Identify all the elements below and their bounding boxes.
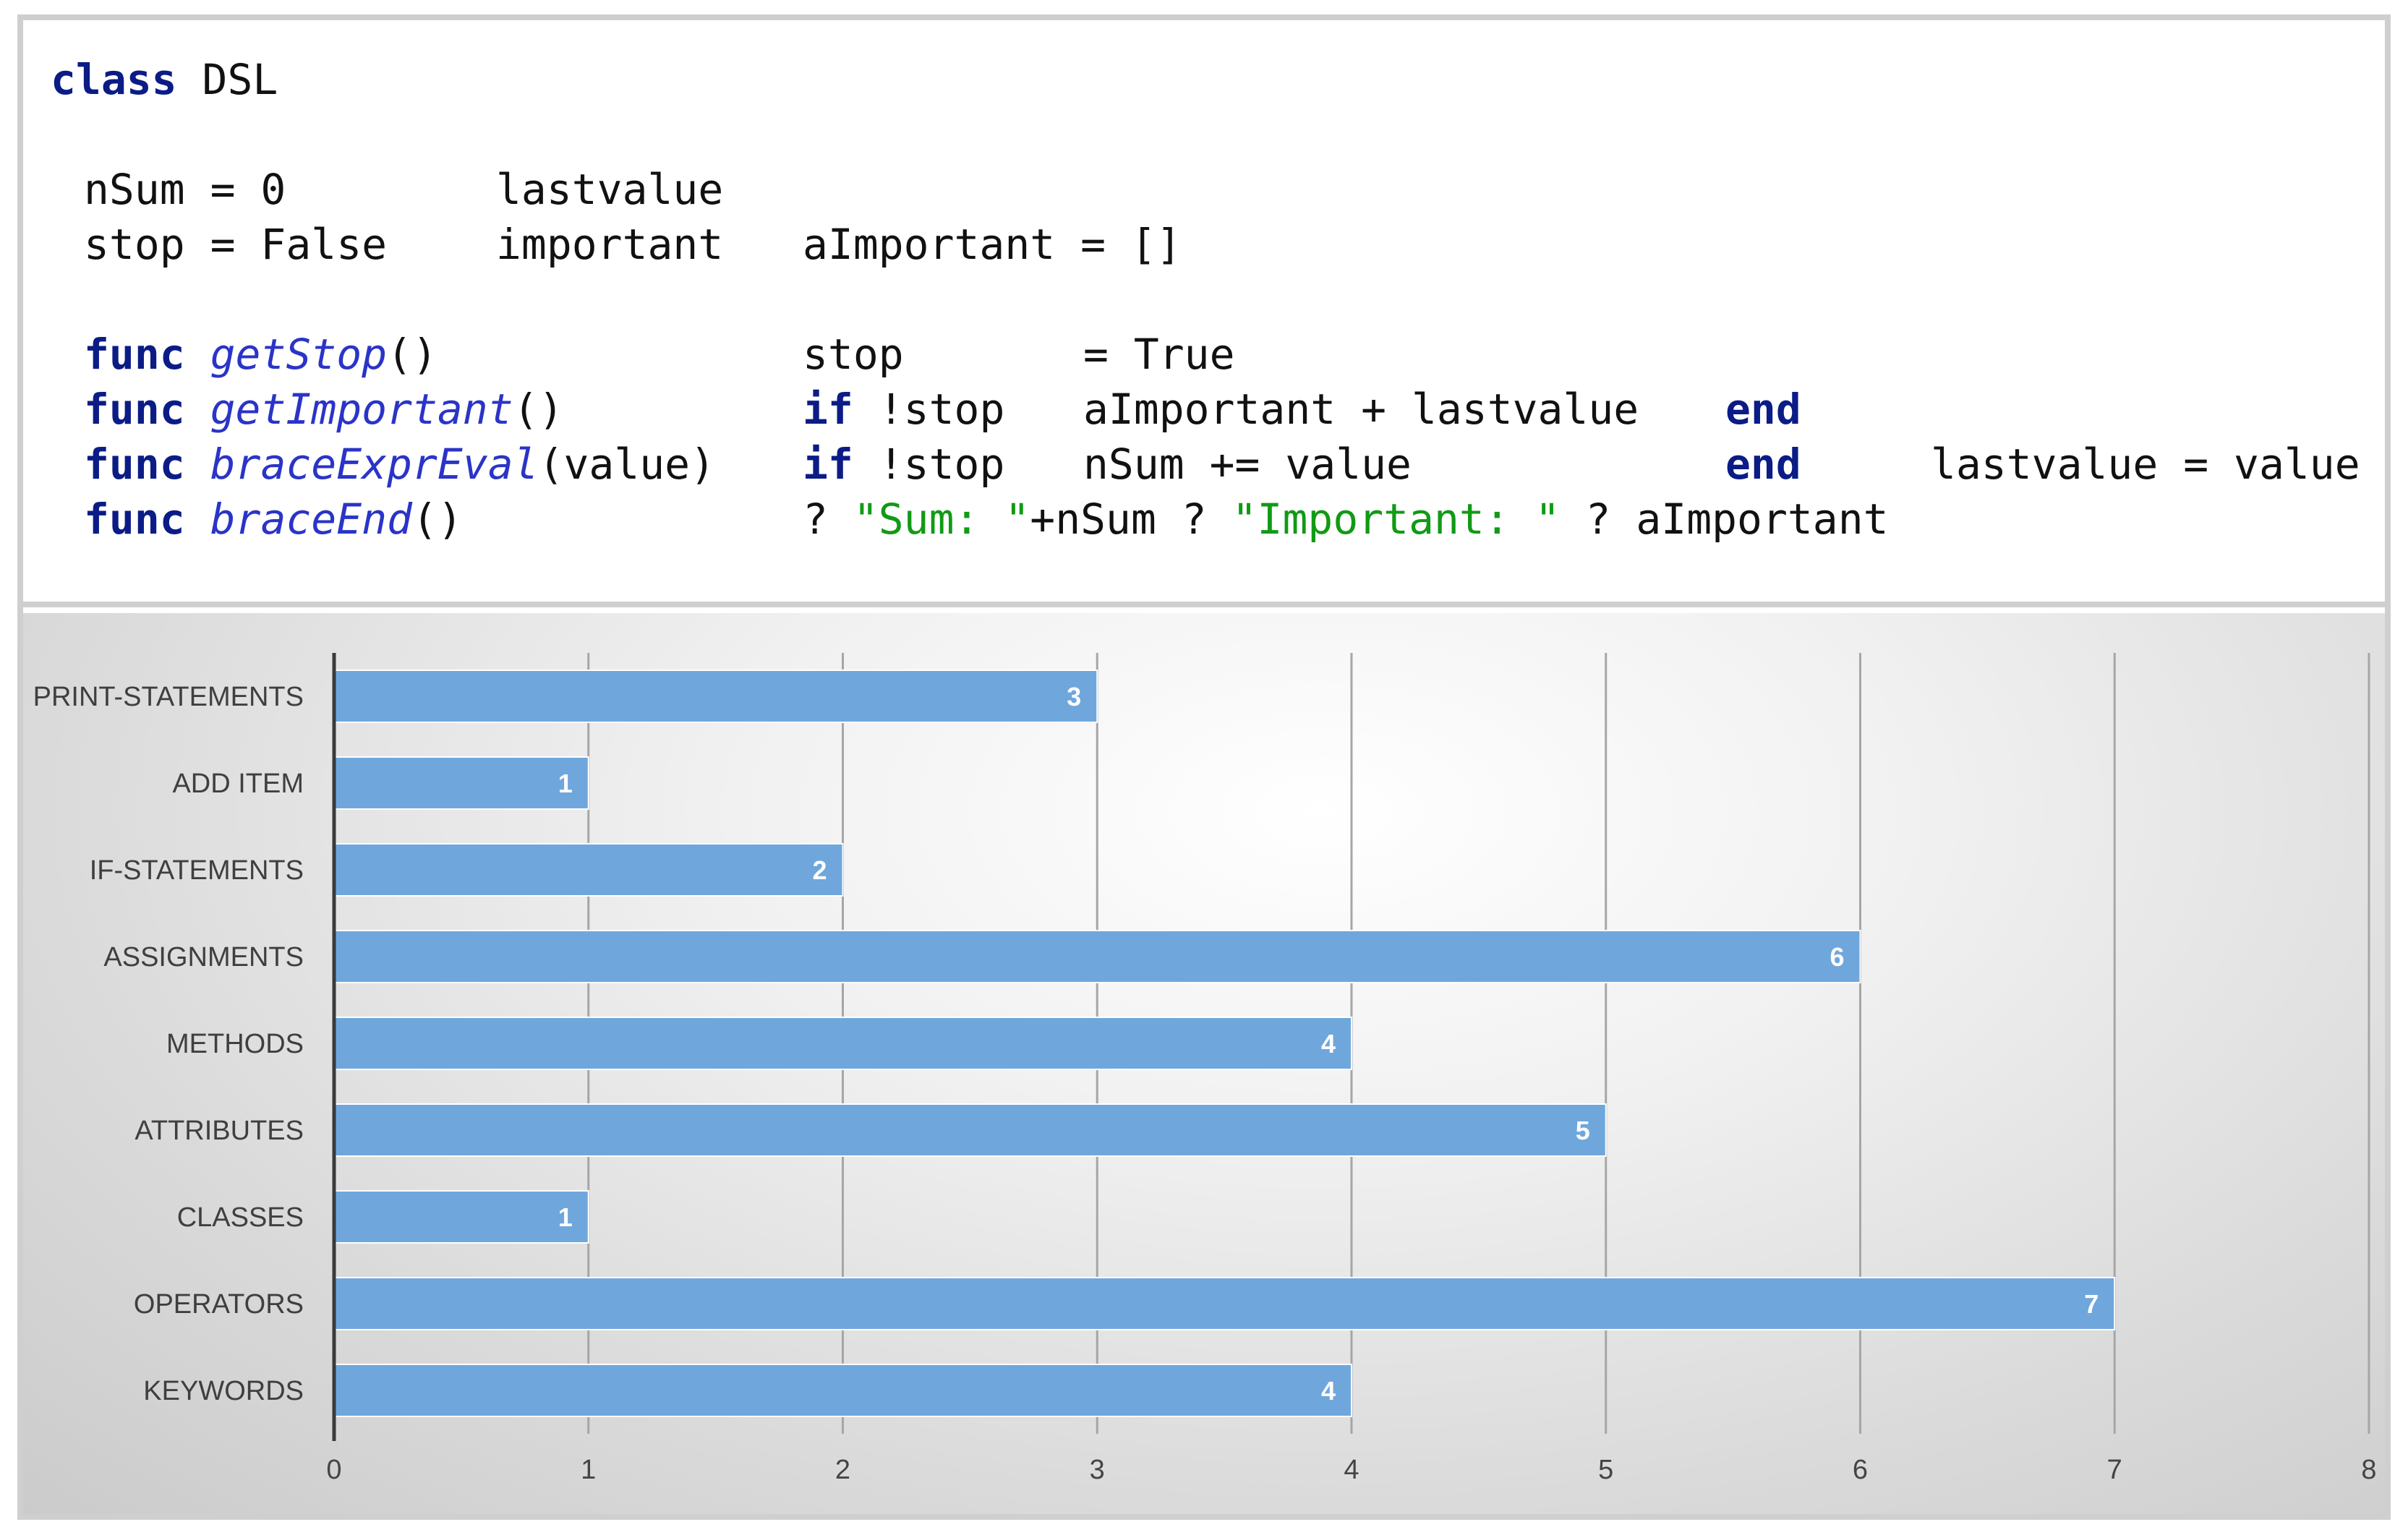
condition: !stop <box>878 440 1005 489</box>
category-label: KEYWORDS <box>143 1376 304 1406</box>
end-keyword: end <box>1725 385 1801 434</box>
function-params: () <box>513 385 564 434</box>
code-getimportant-body: aImportant + lastvalue <box>1083 385 1639 434</box>
code-braceexpreval-cond: if !stop <box>803 437 1004 492</box>
chart-panel: 0 1 2 3 4 5 6 7 8 PRINT-STATEMENTS 3 ADD ITEM 1 IF-ST… <box>23 613 2385 1514</box>
category-label: ADD ITEM <box>172 769 304 799</box>
code-line-class: class DSL <box>51 52 278 107</box>
data-label: 2 <box>812 855 827 885</box>
code-func-braceend: func braceEnd() <box>84 492 463 547</box>
code-getimportant-cond: if !stop <box>803 382 1004 437</box>
function-params: () <box>387 330 437 379</box>
x-tick-label: 4 <box>1344 1455 1359 1485</box>
if-keyword: if <box>803 440 853 489</box>
function-name-braceexpreval: braceExprEval <box>210 440 539 489</box>
code-getstop-body-a: stop <box>803 330 904 379</box>
category-label: ASSIGNMENTS <box>103 942 304 972</box>
string-literal-important: "Important: " <box>1231 495 1560 544</box>
class-name: DSL <box>202 55 278 104</box>
x-tick-label: 0 <box>326 1455 341 1485</box>
function-name-getstop: getStop <box>210 330 388 379</box>
x-tick-label: 2 <box>835 1455 850 1485</box>
category-label: PRINT-STATEMENTS <box>33 682 304 712</box>
func-keyword: func <box>84 385 185 434</box>
class-keyword: class <box>51 55 177 104</box>
code-stop-decl: stop = False <box>84 220 388 269</box>
code-lastvalue-decl: lastvalue <box>496 165 724 214</box>
category-label: METHODS <box>166 1029 304 1059</box>
function-params: (value) <box>538 440 715 489</box>
code-important-decl: important <box>496 220 724 269</box>
data-label: 4 <box>1321 1029 1336 1059</box>
bar-chart: 0 1 2 3 4 5 6 7 8 PRINT-STATEMENTS 3 ADD ITEM 1 IF-ST… <box>33 653 2377 1485</box>
x-tick-label: 5 <box>1598 1455 1613 1485</box>
bar <box>333 1017 1352 1070</box>
bar <box>333 930 1861 983</box>
end-keyword: end <box>1725 440 1801 489</box>
code-braceexpreval-body: nSum += value <box>1083 440 1412 489</box>
x-tick-label: 8 <box>2361 1455 2376 1485</box>
bar <box>333 1364 1352 1417</box>
bar <box>333 670 1098 723</box>
bar <box>333 1103 1607 1157</box>
data-label: 1 <box>558 1202 573 1232</box>
category-label: ATTRIBUTES <box>135 1116 304 1146</box>
data-label: 1 <box>558 769 573 798</box>
code-getstop-body-b: = True <box>1083 330 1235 379</box>
data-label: 7 <box>2084 1289 2099 1319</box>
bar <box>333 843 844 897</box>
code-panel: class DSL nSum = 0 lastvalue stop = Fals… <box>23 20 2385 607</box>
data-label: 6 <box>1830 942 1844 972</box>
code-func-braceexpreval: func braceExprEval(value) <box>84 437 715 492</box>
print-list: ? aImportant <box>1585 495 1889 544</box>
if-keyword: if <box>803 385 853 434</box>
concat-expr: +nSum ? <box>1030 495 1207 544</box>
func-keyword: func <box>84 440 185 489</box>
bar <box>333 756 589 810</box>
func-keyword: func <box>84 330 185 379</box>
code-braceexpreval-after: lastvalue = value <box>1931 440 2360 489</box>
category-label: OPERATORS <box>134 1289 304 1320</box>
x-tick-label: 7 <box>2107 1455 2122 1485</box>
func-keyword: func <box>84 495 185 544</box>
data-label: 3 <box>1067 682 1081 711</box>
x-tick-label: 3 <box>1090 1455 1105 1485</box>
data-label: 5 <box>1576 1116 1590 1145</box>
condition: !stop <box>878 385 1005 434</box>
code-func-getstop: func getStop() <box>84 327 437 382</box>
print-op: ? <box>803 495 828 544</box>
code-nsum-decl: nSum = 0 <box>84 165 286 214</box>
bar <box>333 1277 2116 1330</box>
bar <box>333 1190 589 1244</box>
x-tick-label: 6 <box>1853 1455 1868 1485</box>
code-func-getimportant: func getImportant() <box>84 382 563 437</box>
function-name-braceend: braceEnd <box>210 495 412 544</box>
x-tick-label: 1 <box>581 1455 596 1485</box>
category-label: IF-STATEMENTS <box>90 855 304 886</box>
function-params: () <box>411 495 463 544</box>
data-label: 4 <box>1321 1376 1336 1406</box>
code-aimportant-decl: aImportant = [] <box>803 220 1182 269</box>
string-literal-sum: "Sum: " <box>853 495 1030 544</box>
function-name-getimportant: getImportant <box>210 385 513 434</box>
category-label: CLASSES <box>177 1202 304 1233</box>
code-braceend-body: ? "Sum: "+nSum ? "Important: " ? aImport… <box>803 492 1889 547</box>
